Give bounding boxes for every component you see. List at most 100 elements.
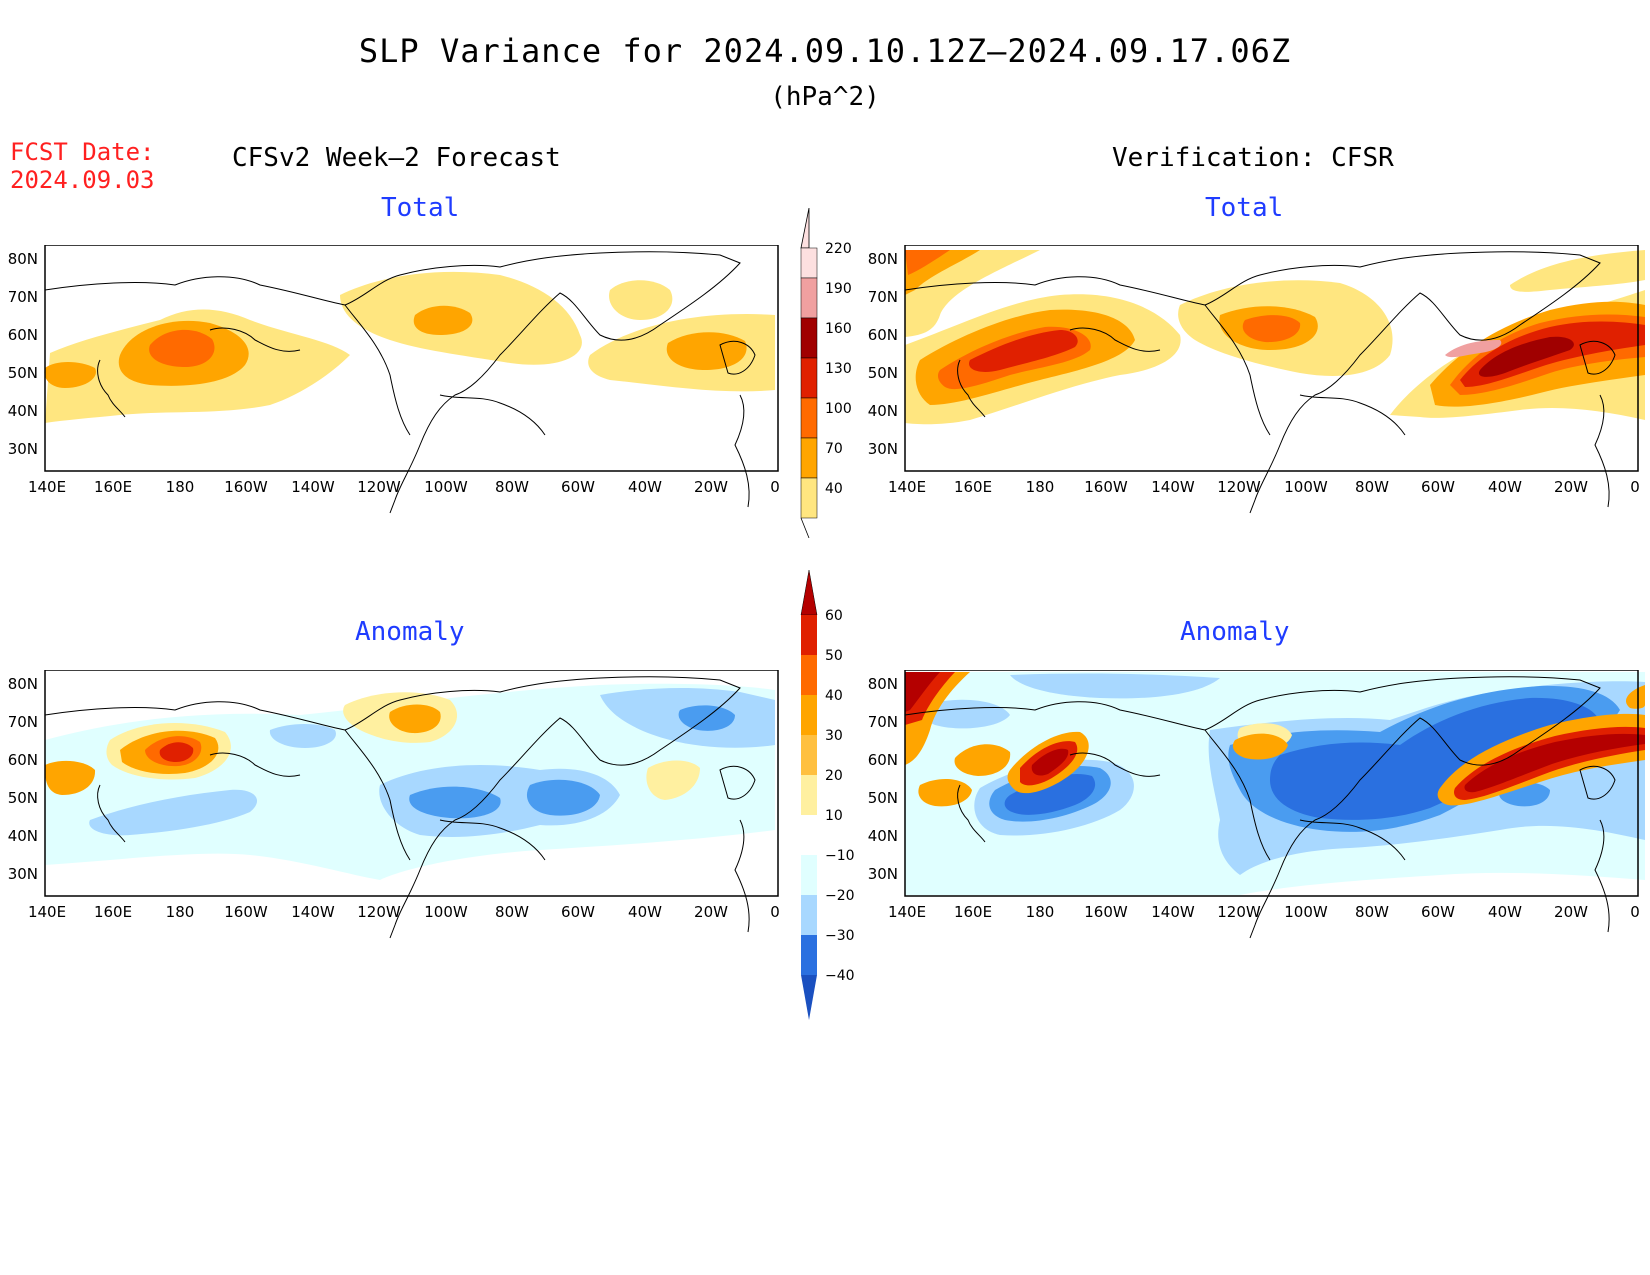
colorbar-swatch bbox=[800, 357, 818, 399]
verification-total-title: Total bbox=[1205, 193, 1284, 223]
lon-label: 140E bbox=[28, 478, 66, 496]
anomaly-colorbar: 60 50 40 30 20 10 −10 −20 −30 −40 bbox=[800, 570, 855, 1020]
verification-anomaly-map: 80N 70N 60N 50N 40N 30N 140E 160E 180 16… bbox=[868, 670, 1645, 939]
colorbar-swatch bbox=[800, 277, 818, 319]
lon-label: 120W bbox=[357, 478, 401, 496]
lon-label: 80W bbox=[495, 478, 529, 496]
lon-label: 60W bbox=[1421, 903, 1455, 921]
lon-label: 100W bbox=[1284, 903, 1328, 921]
lon-label: 160W bbox=[1084, 478, 1128, 496]
lat-label: 70N bbox=[868, 713, 898, 731]
colorbar-swatch bbox=[801, 655, 817, 695]
colorbar-label: 100 bbox=[825, 401, 852, 417]
lat-label: 70N bbox=[8, 288, 38, 306]
lon-label: 160E bbox=[954, 478, 992, 496]
colorbar-swatch bbox=[801, 615, 817, 655]
lon-label: 140E bbox=[888, 478, 926, 496]
verification-total-field bbox=[905, 250, 1645, 425]
coastlines bbox=[904, 676, 1616, 939]
forecast-anomaly-field bbox=[44, 683, 775, 880]
colorbar-label: −20 bbox=[825, 888, 855, 904]
lon-label: 100W bbox=[424, 478, 468, 496]
lat-labels: 80N 70N 60N 50N 40N 30N bbox=[8, 250, 38, 458]
lat-label: 80N bbox=[8, 250, 38, 268]
lon-label: 0 bbox=[1630, 478, 1640, 496]
lat-label: 50N bbox=[8, 789, 38, 807]
lon-label: 100W bbox=[1284, 478, 1328, 496]
lon-label: 180 bbox=[1026, 478, 1055, 496]
lon-label: 40W bbox=[628, 903, 662, 921]
forecast-total-map: 80N 70N 60N 50N 40N 30N 140E 160E 180 16… bbox=[8, 245, 780, 514]
lon-labels: 140E 160E 180 160W 140W 120W 100W 80W 60… bbox=[28, 903, 780, 921]
fcst-date: 2024.09.03 bbox=[10, 166, 155, 194]
lon-label: 180 bbox=[166, 478, 195, 496]
coastlines bbox=[904, 251, 1616, 514]
colorbar-label: −10 bbox=[825, 848, 855, 864]
lat-label: 40N bbox=[8, 827, 38, 845]
colorbar-swatch bbox=[801, 855, 817, 895]
colorbar-swatch bbox=[801, 895, 817, 935]
lon-label: 40W bbox=[1488, 478, 1522, 496]
map-frame bbox=[44, 245, 779, 472]
colorbar-label: −30 bbox=[825, 928, 855, 944]
lon-label: 20W bbox=[1554, 478, 1588, 496]
forecast-date-label: FCST Date: 2024.09.03 bbox=[10, 138, 155, 194]
colorbar-swatch bbox=[800, 477, 818, 519]
colorbar-swatch bbox=[800, 397, 818, 439]
fcst-label: FCST Date: bbox=[10, 138, 155, 166]
lat-label: 30N bbox=[8, 865, 38, 883]
lat-label: 50N bbox=[8, 364, 38, 382]
total-colorbar: 220 190 160 130 100 70 40 bbox=[800, 208, 852, 538]
lon-label: 120W bbox=[1217, 478, 1261, 496]
verification-anomaly-field bbox=[905, 672, 1645, 895]
lon-label: 40W bbox=[1488, 903, 1522, 921]
map-frame bbox=[904, 670, 1639, 897]
verification-column-title: Verification: CFSR bbox=[1112, 143, 1394, 173]
colorbar-top-tip bbox=[800, 208, 810, 249]
lon-label: 0 bbox=[770, 903, 780, 921]
lon-labels: 140E 160E 180 160W 140W 120W 100W 80W 60… bbox=[888, 478, 1640, 496]
colorbar-label: −40 bbox=[825, 968, 855, 984]
colorbar-label: 220 bbox=[825, 241, 852, 257]
lon-labels: 140E 160E 180 160W 140W 120W 100W 80W 60… bbox=[28, 478, 780, 496]
colorbar-label: 190 bbox=[825, 281, 852, 297]
lat-label: 50N bbox=[868, 789, 898, 807]
lon-label: 0 bbox=[1630, 903, 1640, 921]
colorbar-label: 130 bbox=[825, 361, 852, 377]
lat-labels: 80N 70N 60N 50N 40N 30N bbox=[8, 675, 38, 883]
verification-total-map: 80N 70N 60N 50N 40N 30N 140E 160E 180 16… bbox=[868, 245, 1645, 514]
colorbar-labels: 60 50 40 30 20 10 −10 −20 −30 −40 bbox=[825, 608, 855, 984]
lon-label: 80W bbox=[1355, 903, 1389, 921]
colorbar-label: 10 bbox=[825, 808, 843, 824]
units-subtitle: (hPa^2) bbox=[770, 82, 880, 112]
lat-label: 80N bbox=[868, 675, 898, 693]
forecast-total-title: Total bbox=[381, 193, 460, 223]
forecast-column-title: CFSv2 Week–2 Forecast bbox=[232, 143, 561, 173]
colorbar-swatch bbox=[800, 247, 818, 279]
lon-label: 160E bbox=[94, 903, 132, 921]
coastlines bbox=[44, 676, 756, 939]
colorbar-label: 160 bbox=[825, 321, 852, 337]
lon-label: 60W bbox=[561, 903, 595, 921]
lat-label: 80N bbox=[868, 250, 898, 268]
coastlines bbox=[44, 251, 756, 514]
lon-label: 140W bbox=[291, 903, 335, 921]
lon-label: 20W bbox=[694, 903, 728, 921]
forecast-anomaly-map: 80N 70N 60N 50N 40N 30N 140E 160E 180 16… bbox=[8, 670, 780, 939]
lon-label: 140E bbox=[28, 903, 66, 921]
lon-label: 60W bbox=[1421, 478, 1455, 496]
colorbar-label: 70 bbox=[825, 441, 843, 457]
lat-label: 70N bbox=[868, 288, 898, 306]
lat-label: 40N bbox=[8, 402, 38, 420]
lon-label: 180 bbox=[166, 903, 195, 921]
colorbar-swatch bbox=[801, 815, 817, 855]
lat-label: 60N bbox=[8, 326, 38, 344]
lon-label: 60W bbox=[561, 478, 595, 496]
colorbar-labels: 220 190 160 130 100 70 40 bbox=[825, 241, 852, 497]
lon-label: 160W bbox=[1084, 903, 1128, 921]
lat-label: 50N bbox=[868, 364, 898, 382]
colorbar-label: 50 bbox=[825, 648, 843, 664]
lon-label: 100W bbox=[424, 903, 468, 921]
colorbar-swatch bbox=[800, 317, 818, 359]
colorbar-swatch bbox=[800, 437, 818, 479]
